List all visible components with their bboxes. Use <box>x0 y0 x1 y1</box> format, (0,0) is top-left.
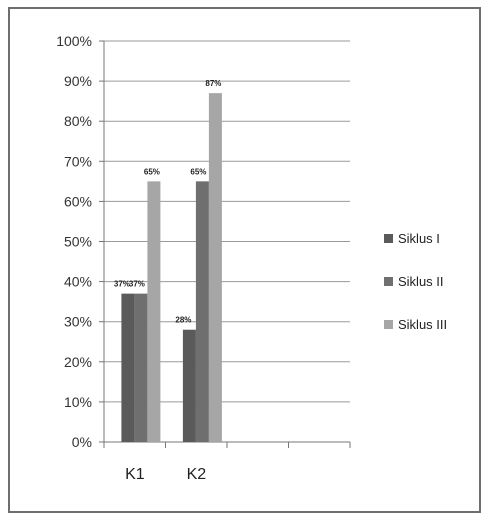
y-tick-label: 60% <box>64 193 92 209</box>
x-category-label: K1 <box>125 466 145 483</box>
y-tick-label: 70% <box>64 153 92 169</box>
data-label: 87% <box>205 79 221 88</box>
y-tick-label: 50% <box>64 234 92 250</box>
y-tick-label: 30% <box>64 314 92 330</box>
data-label: 37% <box>114 280 130 289</box>
data-label: 37% <box>129 280 145 289</box>
bar <box>208 93 222 442</box>
bar <box>147 181 161 442</box>
legend-label: Siklus II <box>398 274 444 289</box>
y-tick-label: 40% <box>64 274 92 290</box>
bar <box>134 293 148 442</box>
bar <box>121 293 135 442</box>
legend-swatch <box>384 320 393 329</box>
legend-swatch <box>384 277 393 286</box>
y-tick-label: 20% <box>64 354 92 370</box>
y-tick-label: 10% <box>64 394 92 410</box>
bar <box>195 181 209 442</box>
y-tick-label: 80% <box>64 113 92 129</box>
y-tick-label: 100% <box>56 33 92 49</box>
x-category-label: K2 <box>187 466 207 483</box>
chart-frame <box>8 7 481 513</box>
legend-swatch <box>384 234 393 243</box>
y-tick-label: 0% <box>72 434 92 450</box>
legend-label: Siklus I <box>398 231 440 246</box>
bar <box>182 329 196 442</box>
data-label: 65% <box>144 167 160 176</box>
data-label: 28% <box>175 316 191 325</box>
y-tick-label: 90% <box>64 73 92 89</box>
data-label: 65% <box>190 167 206 176</box>
legend-label: Siklus III <box>398 317 447 332</box>
